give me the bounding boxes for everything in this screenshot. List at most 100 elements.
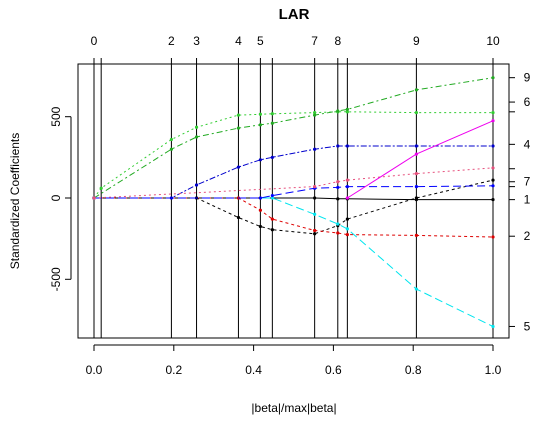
data-point	[414, 88, 418, 92]
data-point	[414, 287, 418, 291]
data-point	[313, 232, 317, 236]
data-point	[194, 183, 199, 187]
data-point	[270, 112, 274, 116]
x-axis: 0.0 0.2 0.4 0.6 0.8 1.0	[86, 344, 502, 377]
data-point	[491, 324, 495, 329]
data-point	[258, 196, 262, 200]
data-point	[336, 109, 340, 113]
data-point	[336, 222, 340, 226]
right-tick-label: 4	[524, 137, 531, 151]
data-point	[491, 166, 495, 170]
right-variable-axis: 9 6 4 7 1 2 5	[509, 71, 531, 333]
right-tick-label: 6	[524, 95, 531, 109]
top-tick-label: 0	[91, 34, 98, 48]
data-point	[258, 208, 262, 212]
data-point	[336, 185, 340, 190]
data-point	[236, 113, 241, 117]
right-tick-label: 2	[524, 229, 531, 243]
data-point	[414, 152, 418, 156]
data-point	[313, 111, 317, 115]
data-point	[270, 217, 274, 221]
right-tick-label: 7	[524, 175, 531, 189]
data-point	[236, 215, 241, 220]
y-tick-label: 0	[49, 194, 63, 201]
data-point	[236, 165, 241, 169]
data-point	[414, 172, 418, 176]
data-point	[258, 158, 262, 162]
data-point	[194, 125, 199, 129]
y-tick-label: -500	[49, 267, 63, 291]
data-point	[99, 186, 103, 190]
data-point	[414, 185, 418, 189]
data-point	[194, 135, 199, 139]
chart-title: LAR	[279, 6, 310, 23]
data-point	[345, 227, 349, 231]
data-point	[414, 233, 418, 237]
data-point	[336, 144, 340, 148]
data-point	[345, 110, 349, 114]
series-line	[93, 111, 493, 199]
data-point	[336, 231, 340, 235]
data-point	[258, 123, 262, 127]
data-point	[491, 76, 495, 80]
data-point	[491, 235, 495, 239]
top-tick-label: 3	[193, 34, 200, 48]
y-axis: -500 0 500	[49, 106, 72, 291]
data-point	[313, 147, 317, 151]
series-line	[94, 185, 494, 199]
top-tick-label: 10	[486, 34, 500, 48]
coefficient-paths	[92, 76, 495, 329]
data-point	[313, 113, 317, 117]
x-tick-label: 0.6	[325, 363, 342, 377]
x-tick-label: 0.0	[86, 363, 103, 377]
series-line	[94, 197, 494, 238]
plot-frame	[77, 63, 510, 339]
data-point	[345, 217, 349, 221]
series-line	[94, 179, 494, 235]
data-point	[345, 144, 349, 148]
data-point	[345, 178, 349, 182]
x-tick-label: 0.2	[165, 363, 182, 377]
series-line	[94, 197, 494, 327]
data-point	[345, 196, 349, 200]
x-tick-label: 0.4	[245, 363, 262, 377]
data-point	[491, 178, 495, 182]
data-point	[92, 196, 96, 200]
data-point	[336, 197, 340, 201]
data-point	[414, 111, 418, 115]
data-point	[270, 193, 274, 198]
data-point	[313, 212, 317, 216]
data-point	[345, 107, 349, 111]
data-point	[414, 196, 418, 200]
top-tick-label: 8	[334, 34, 341, 48]
data-point	[336, 180, 340, 184]
data-point	[270, 228, 274, 232]
y-axis-label: Standardized Coefficients	[8, 133, 22, 270]
x-axis-label: |beta|/max|beta|	[251, 401, 336, 415]
data-point	[414, 144, 418, 148]
data-point	[270, 196, 274, 200]
x-tick-label: 0.8	[405, 363, 422, 377]
data-point	[491, 111, 495, 115]
top-step-axis: 0 2 3 4 5 7 8 9 10	[91, 34, 500, 64]
right-tick-label: 1	[524, 193, 531, 207]
data-point	[345, 232, 349, 237]
data-point	[491, 119, 495, 123]
top-tick-label: 4	[235, 34, 242, 48]
step-lines	[93, 64, 494, 338]
top-tick-label: 7	[311, 34, 318, 48]
data-point	[491, 144, 495, 148]
top-tick-label: 5	[257, 34, 264, 48]
data-point	[258, 112, 262, 116]
x-tick-label: 1.0	[485, 363, 502, 377]
data-point	[313, 185, 317, 189]
series-line	[93, 77, 494, 199]
data-point	[313, 228, 317, 233]
series-line	[94, 197, 493, 201]
top-tick-label: 9	[413, 34, 420, 48]
top-tick-label: 2	[168, 34, 175, 48]
data-point	[258, 224, 262, 229]
series-line	[93, 167, 494, 199]
series-line	[94, 145, 493, 199]
right-tick-label: 5	[524, 319, 531, 333]
